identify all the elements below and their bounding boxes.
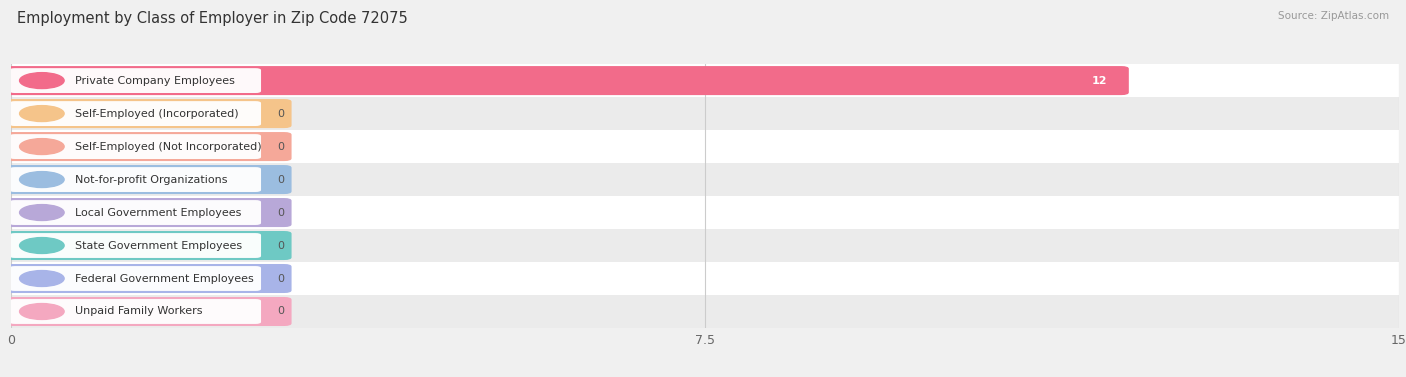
Bar (11, 163, 1399, 196)
FancyBboxPatch shape (10, 167, 262, 192)
Circle shape (20, 205, 65, 221)
FancyBboxPatch shape (4, 297, 291, 326)
FancyBboxPatch shape (10, 134, 262, 159)
FancyBboxPatch shape (4, 99, 291, 128)
Text: Employment by Class of Employer in Zip Code 72075: Employment by Class of Employer in Zip C… (17, 11, 408, 26)
Circle shape (20, 172, 65, 187)
Circle shape (20, 238, 65, 253)
FancyBboxPatch shape (10, 266, 262, 291)
Circle shape (20, 303, 65, 319)
FancyBboxPatch shape (10, 233, 262, 258)
FancyBboxPatch shape (10, 68, 262, 93)
Text: 12: 12 (1092, 75, 1108, 86)
Circle shape (20, 139, 65, 155)
Text: 0: 0 (277, 307, 284, 317)
Bar (11, 196, 1399, 229)
Text: 0: 0 (277, 109, 284, 119)
Text: 0: 0 (277, 273, 284, 284)
FancyBboxPatch shape (10, 299, 262, 324)
Text: Unpaid Family Workers: Unpaid Family Workers (76, 307, 202, 317)
Text: Not-for-profit Organizations: Not-for-profit Organizations (76, 175, 228, 185)
Circle shape (20, 106, 65, 121)
FancyBboxPatch shape (10, 101, 262, 126)
Circle shape (20, 271, 65, 287)
Text: 0: 0 (277, 175, 284, 185)
Text: Self-Employed (Incorporated): Self-Employed (Incorporated) (76, 109, 239, 119)
Text: Federal Government Employees: Federal Government Employees (76, 273, 254, 284)
Bar (11, 64, 1399, 97)
Text: 0: 0 (277, 207, 284, 218)
Circle shape (20, 73, 65, 89)
Bar (11, 229, 1399, 262)
FancyBboxPatch shape (4, 132, 291, 161)
Text: 0: 0 (277, 241, 284, 251)
Text: Local Government Employees: Local Government Employees (76, 207, 242, 218)
Text: Private Company Employees: Private Company Employees (76, 75, 235, 86)
FancyBboxPatch shape (4, 66, 1129, 95)
FancyBboxPatch shape (4, 198, 291, 227)
FancyBboxPatch shape (4, 165, 291, 194)
FancyBboxPatch shape (4, 264, 291, 293)
Text: Self-Employed (Not Incorporated): Self-Employed (Not Incorporated) (76, 141, 262, 152)
Bar (11, 130, 1399, 163)
Bar (11, 262, 1399, 295)
Text: 0: 0 (277, 141, 284, 152)
FancyBboxPatch shape (10, 200, 262, 225)
Bar (11, 97, 1399, 130)
Text: Source: ZipAtlas.com: Source: ZipAtlas.com (1278, 11, 1389, 21)
FancyBboxPatch shape (4, 231, 291, 260)
Text: State Government Employees: State Government Employees (76, 241, 242, 251)
Bar (11, 295, 1399, 328)
